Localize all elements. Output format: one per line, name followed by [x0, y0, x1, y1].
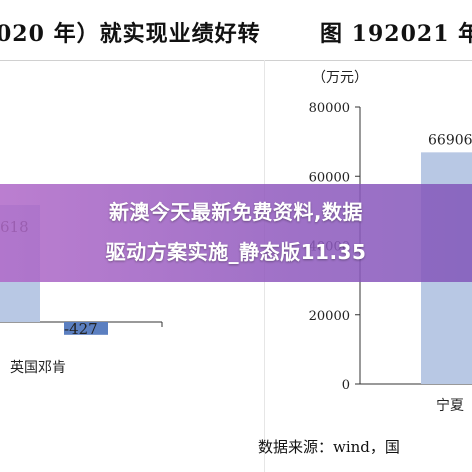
- right-bar-data-label: 66906: [428, 132, 472, 148]
- right-y-tick-label: 0: [342, 378, 350, 393]
- left-bar-negative: [64, 322, 108, 335]
- overlay-line-2[interactable]: 驱动方案实施_静态版11.35: [105, 240, 367, 264]
- right-y-unit-label: （万元）: [312, 70, 368, 86]
- left-bar-negative-label: -427: [64, 320, 98, 338]
- promo-overlay-banner[interactable]: 新澳今天最新免费资料,数据 驱动方案实施_静态版11.35: [0, 184, 472, 282]
- right-category-label: 宁夏: [436, 397, 464, 414]
- right-y-tick-label: 20000: [309, 309, 350, 324]
- right-y-tick-label: 80000: [309, 101, 350, 116]
- source-note: 数据来源：wind，国: [258, 438, 400, 456]
- overlay-line-1[interactable]: 新澳今天最新免费资料,数据: [108, 200, 364, 224]
- right-y-tick-label: 60000: [309, 170, 350, 185]
- right-chart-title: 图 192021 年: [320, 21, 472, 47]
- left-category-label: 英国邓肯: [10, 359, 66, 376]
- left-chart-title: 020 年）就实现业绩好转: [0, 21, 261, 47]
- header-band: 020 年）就实现业绩好转 图 192021 年: [0, 0, 472, 61]
